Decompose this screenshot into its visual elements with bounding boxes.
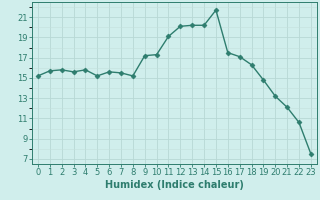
X-axis label: Humidex (Indice chaleur): Humidex (Indice chaleur) <box>105 180 244 190</box>
